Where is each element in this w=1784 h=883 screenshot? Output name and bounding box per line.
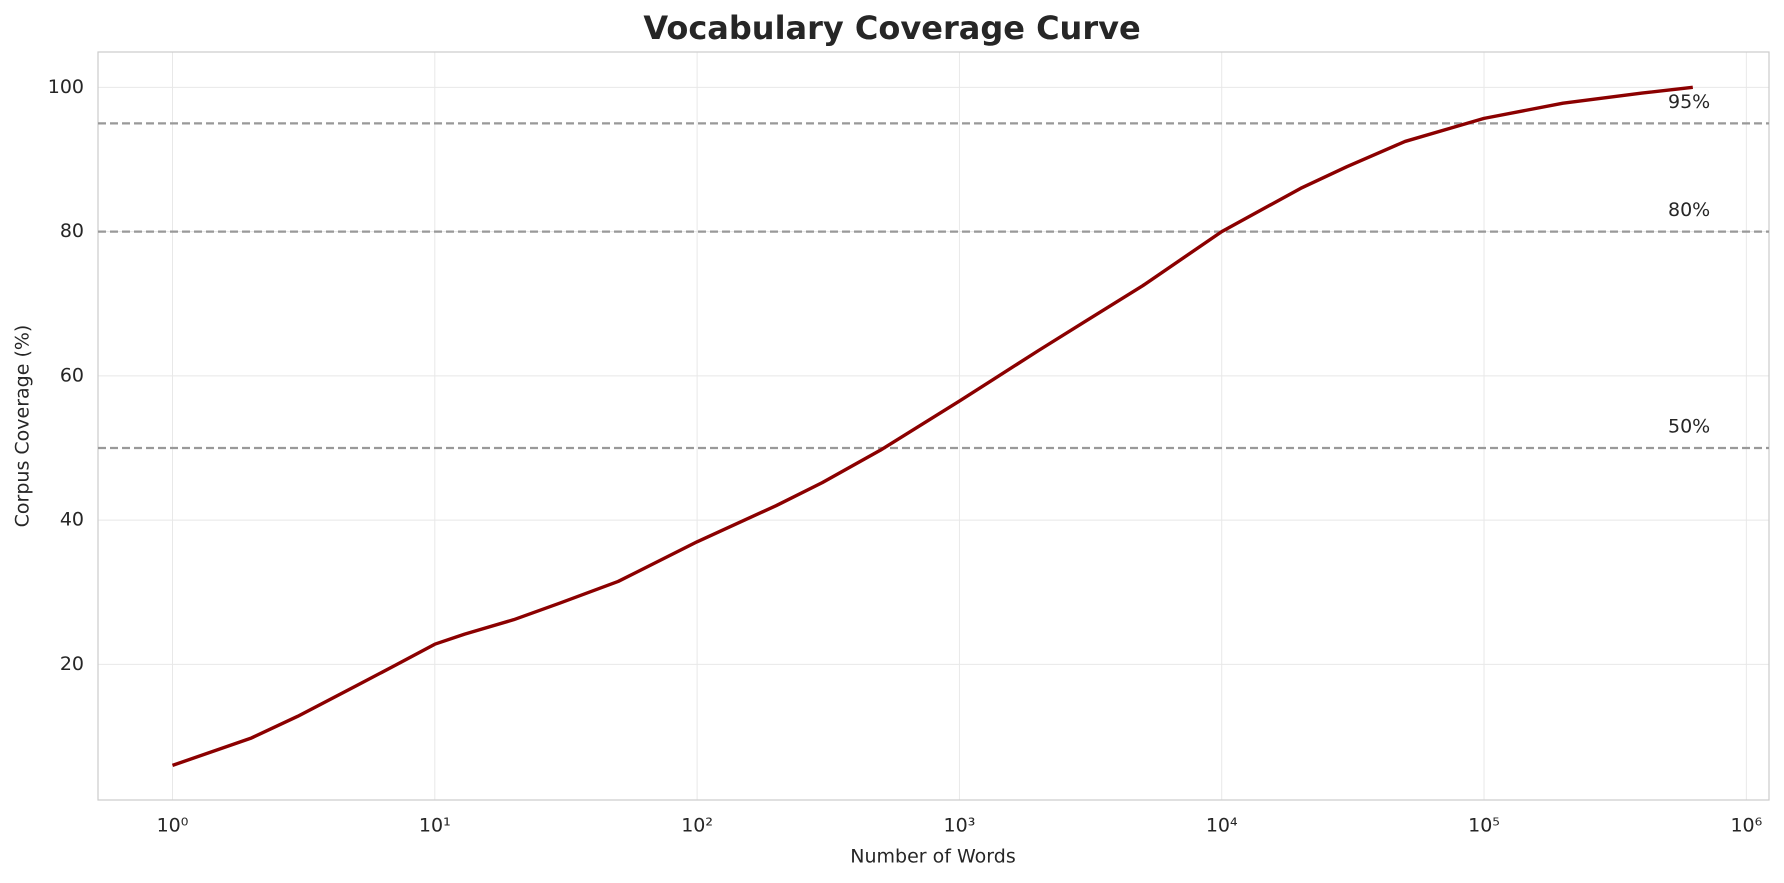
chart-title: Vocabulary Coverage Curve <box>643 9 1140 47</box>
y-tick-label: 60 <box>60 364 84 386</box>
x-tick-label: 10² <box>681 815 713 837</box>
reference-label: 80% <box>1668 199 1710 221</box>
plot-frame <box>97 51 1770 801</box>
reference-label: 50% <box>1668 416 1710 438</box>
x-tick-label: 10⁶ <box>1730 815 1762 837</box>
y-tick-label: 20 <box>60 653 84 675</box>
y-axis-label: Corpus Coverage (%) <box>12 325 34 528</box>
reference-label: 95% <box>1668 91 1710 113</box>
y-tick-label: 80 <box>60 220 84 242</box>
x-tick-label: 10¹ <box>419 815 451 837</box>
x-tick-label: 10⁵ <box>1468 815 1500 837</box>
x-axis-label: Number of Words <box>850 846 1015 868</box>
x-tick-label: 10⁴ <box>1206 815 1238 837</box>
y-tick-label: 40 <box>60 509 84 531</box>
y-tick-label: 100 <box>48 76 84 98</box>
data-line <box>171 85 1693 767</box>
x-tick-label: 10³ <box>944 815 976 837</box>
x-tick-label: 10⁰ <box>157 815 189 837</box>
